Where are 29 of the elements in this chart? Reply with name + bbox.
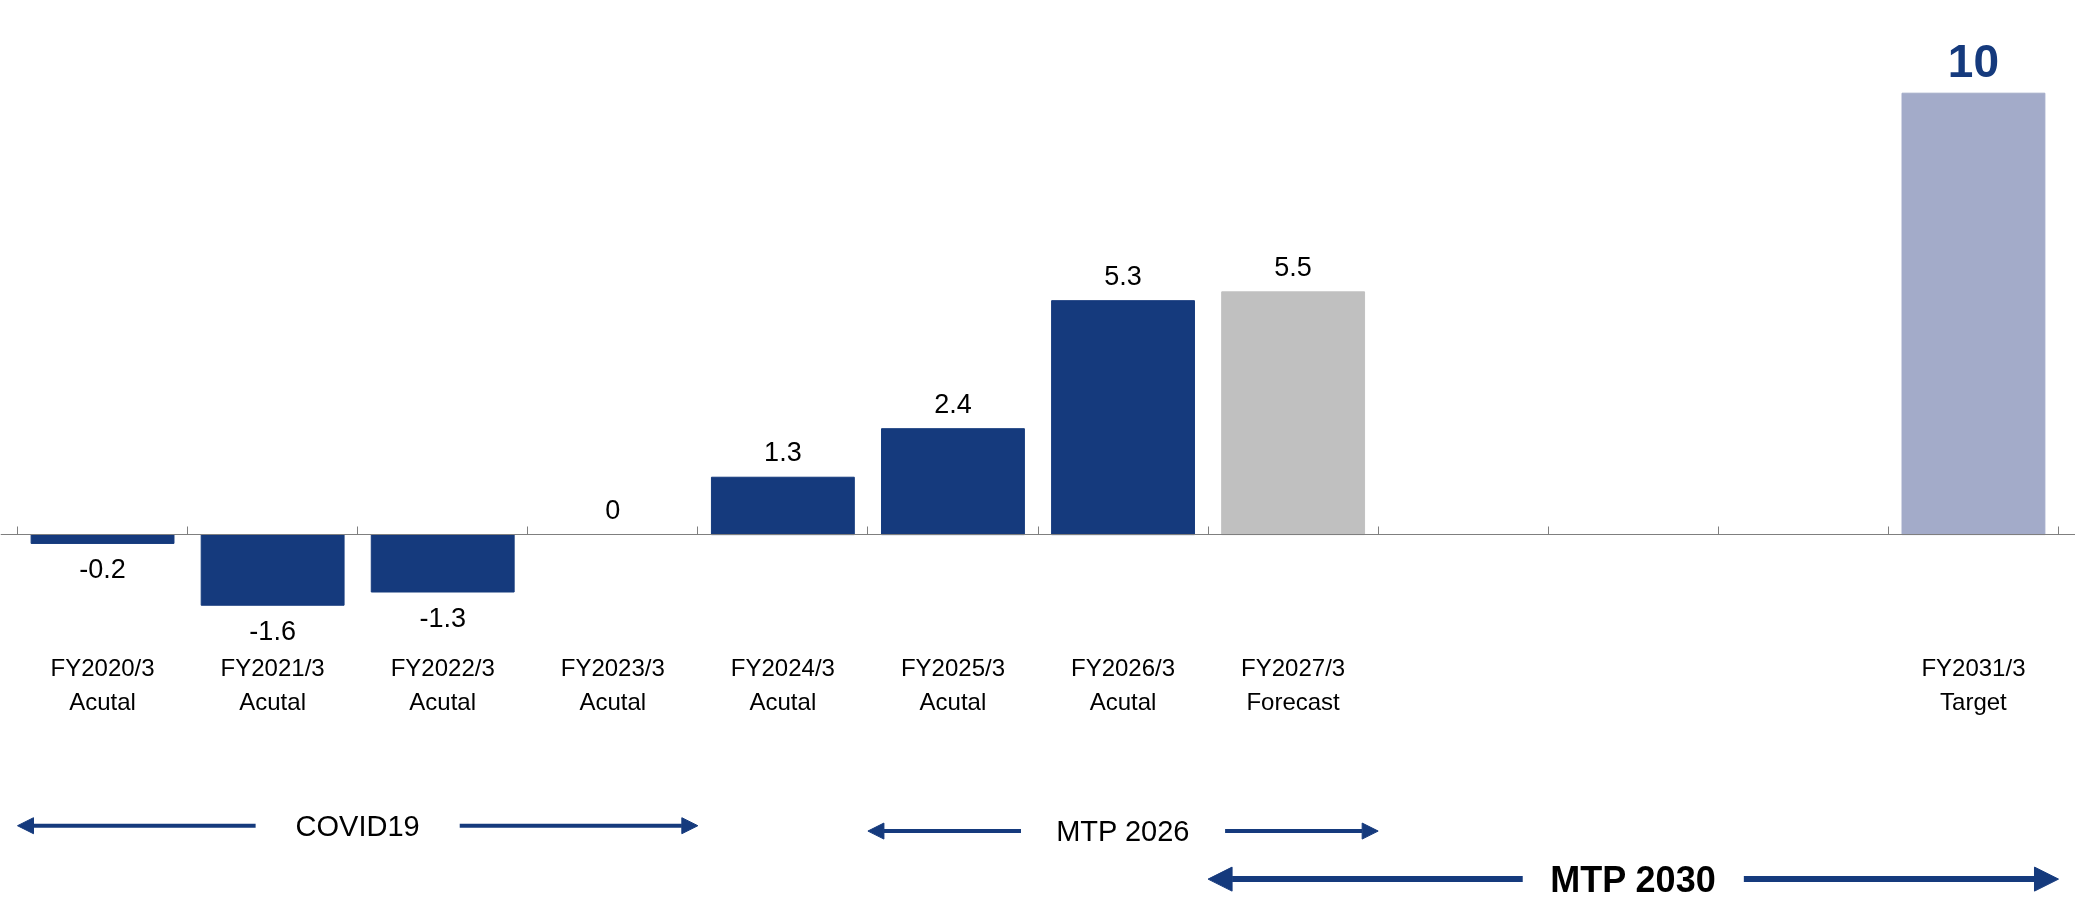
data-label: -1.3 [419, 603, 466, 634]
bar [710, 476, 855, 536]
text: COVID19 [295, 809, 420, 842]
data-label: -0.2 [79, 554, 126, 585]
text: MTP 2030 [1550, 858, 1716, 900]
x-tick-label: FY2021/3 Acutal [220, 653, 325, 715]
data-label: 5.5 [1274, 251, 1312, 282]
x-tick-label: FY2020/3 Acutal [50, 653, 155, 715]
x-tick-label: FY2022/3 Acutal [390, 653, 495, 715]
x-tick-label: FY2027/3 Forecast [1241, 653, 1346, 715]
text: MTP 2026 [1056, 815, 1190, 848]
data-label: -1.6 [249, 616, 296, 647]
bar [1051, 300, 1195, 536]
x-tick-label: FY2024/3 Acutal [730, 653, 835, 715]
x-tick-label: FY2031/3 Target [1921, 653, 2026, 715]
data-label: 1.3 [764, 437, 802, 468]
bar [1221, 291, 1366, 536]
data-label: 0 [605, 494, 621, 525]
x-tick-label: FY2025/3 Acutal [900, 653, 1005, 715]
data-label: 5.3 [1104, 260, 1142, 291]
bar [370, 534, 515, 593]
bar [30, 534, 175, 544]
bar [881, 428, 1025, 536]
data-label: 2.4 [934, 388, 972, 419]
bar [200, 534, 345, 606]
x-tick-label: FY2023/3 Acutal [560, 653, 665, 715]
x-tick-label: FY2026/3 Acutal [1071, 653, 1176, 715]
bar [1901, 92, 2046, 536]
data-label: 10 [1947, 35, 2000, 88]
